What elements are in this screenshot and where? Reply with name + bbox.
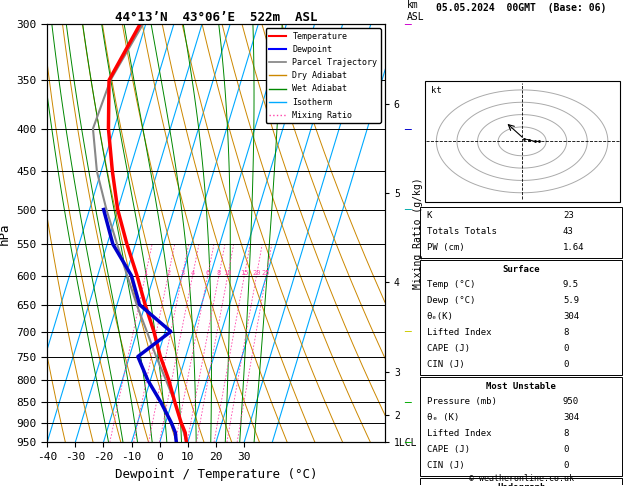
Text: Surface: Surface	[503, 265, 540, 274]
Text: θₑ (K): θₑ (K)	[426, 413, 459, 422]
Text: θₑ(K): θₑ(K)	[426, 312, 454, 321]
Text: CAPE (J): CAPE (J)	[426, 344, 470, 353]
Text: 4: 4	[191, 270, 195, 276]
Text: 950: 950	[563, 398, 579, 406]
Text: 10: 10	[223, 270, 232, 276]
Text: Lifted Index: Lifted Index	[426, 429, 491, 438]
Text: kt: kt	[431, 86, 442, 95]
Text: 3: 3	[180, 270, 184, 276]
Text: 0: 0	[563, 461, 569, 470]
Text: 43: 43	[563, 227, 574, 236]
Text: km
ASL: km ASL	[407, 0, 425, 22]
Text: Most Unstable: Most Unstable	[486, 382, 556, 391]
Text: Pressure (mb): Pressure (mb)	[426, 398, 497, 406]
Text: 9.5: 9.5	[563, 280, 579, 289]
Text: 05.05.2024  00GMT  (Base: 06): 05.05.2024 00GMT (Base: 06)	[436, 3, 606, 14]
Text: ─: ─	[404, 205, 411, 214]
Text: ─: ─	[404, 397, 411, 407]
Text: 8: 8	[563, 429, 569, 438]
Text: 1.64: 1.64	[563, 243, 584, 252]
Bar	[420, 377, 621, 476]
Text: 5.9: 5.9	[563, 296, 579, 305]
Text: 1: 1	[143, 270, 147, 276]
Title: 44°13’N  43°06’E  522m  ASL: 44°13’N 43°06’E 522m ASL	[114, 11, 317, 24]
Text: 2: 2	[166, 270, 170, 276]
Text: 0: 0	[563, 344, 569, 353]
Bar	[420, 260, 621, 375]
Text: 0: 0	[563, 445, 569, 454]
Text: ─: ─	[404, 123, 411, 134]
Text: 8: 8	[563, 328, 569, 337]
Text: Totals Totals: Totals Totals	[426, 227, 497, 236]
Text: 0: 0	[563, 360, 569, 369]
Text: ─: ─	[404, 19, 411, 29]
Bar	[425, 81, 620, 202]
Text: 25: 25	[262, 270, 270, 276]
Text: Lifted Index: Lifted Index	[426, 328, 491, 337]
Text: 8: 8	[217, 270, 221, 276]
Text: CIN (J): CIN (J)	[426, 360, 464, 369]
Text: CIN (J): CIN (J)	[426, 461, 464, 470]
Text: 6: 6	[206, 270, 210, 276]
Text: ─: ─	[404, 327, 411, 336]
Text: Dewp (°C): Dewp (°C)	[426, 296, 475, 305]
Bar	[420, 478, 621, 486]
Text: Mixing Ratio (g/kg): Mixing Ratio (g/kg)	[413, 177, 423, 289]
Text: PW (cm): PW (cm)	[426, 243, 464, 252]
Text: 304: 304	[563, 312, 579, 321]
Text: CAPE (J): CAPE (J)	[426, 445, 470, 454]
Text: Temp (°C): Temp (°C)	[426, 280, 475, 289]
X-axis label: Dewpoint / Temperature (°C): Dewpoint / Temperature (°C)	[114, 468, 317, 481]
Text: ─: ─	[404, 437, 411, 447]
Text: 23: 23	[563, 211, 574, 220]
Y-axis label: hPa: hPa	[0, 222, 11, 244]
Text: Hodograph: Hodograph	[497, 484, 545, 486]
Text: K: K	[426, 211, 432, 220]
Text: 20: 20	[252, 270, 261, 276]
Bar	[420, 207, 621, 258]
Legend: Temperature, Dewpoint, Parcel Trajectory, Dry Adiabat, Wet Adiabat, Isotherm, Mi: Temperature, Dewpoint, Parcel Trajectory…	[265, 29, 381, 123]
Text: 15: 15	[240, 270, 248, 276]
Text: © weatheronline.co.uk: © weatheronline.co.uk	[469, 474, 574, 483]
Text: 304: 304	[563, 413, 579, 422]
